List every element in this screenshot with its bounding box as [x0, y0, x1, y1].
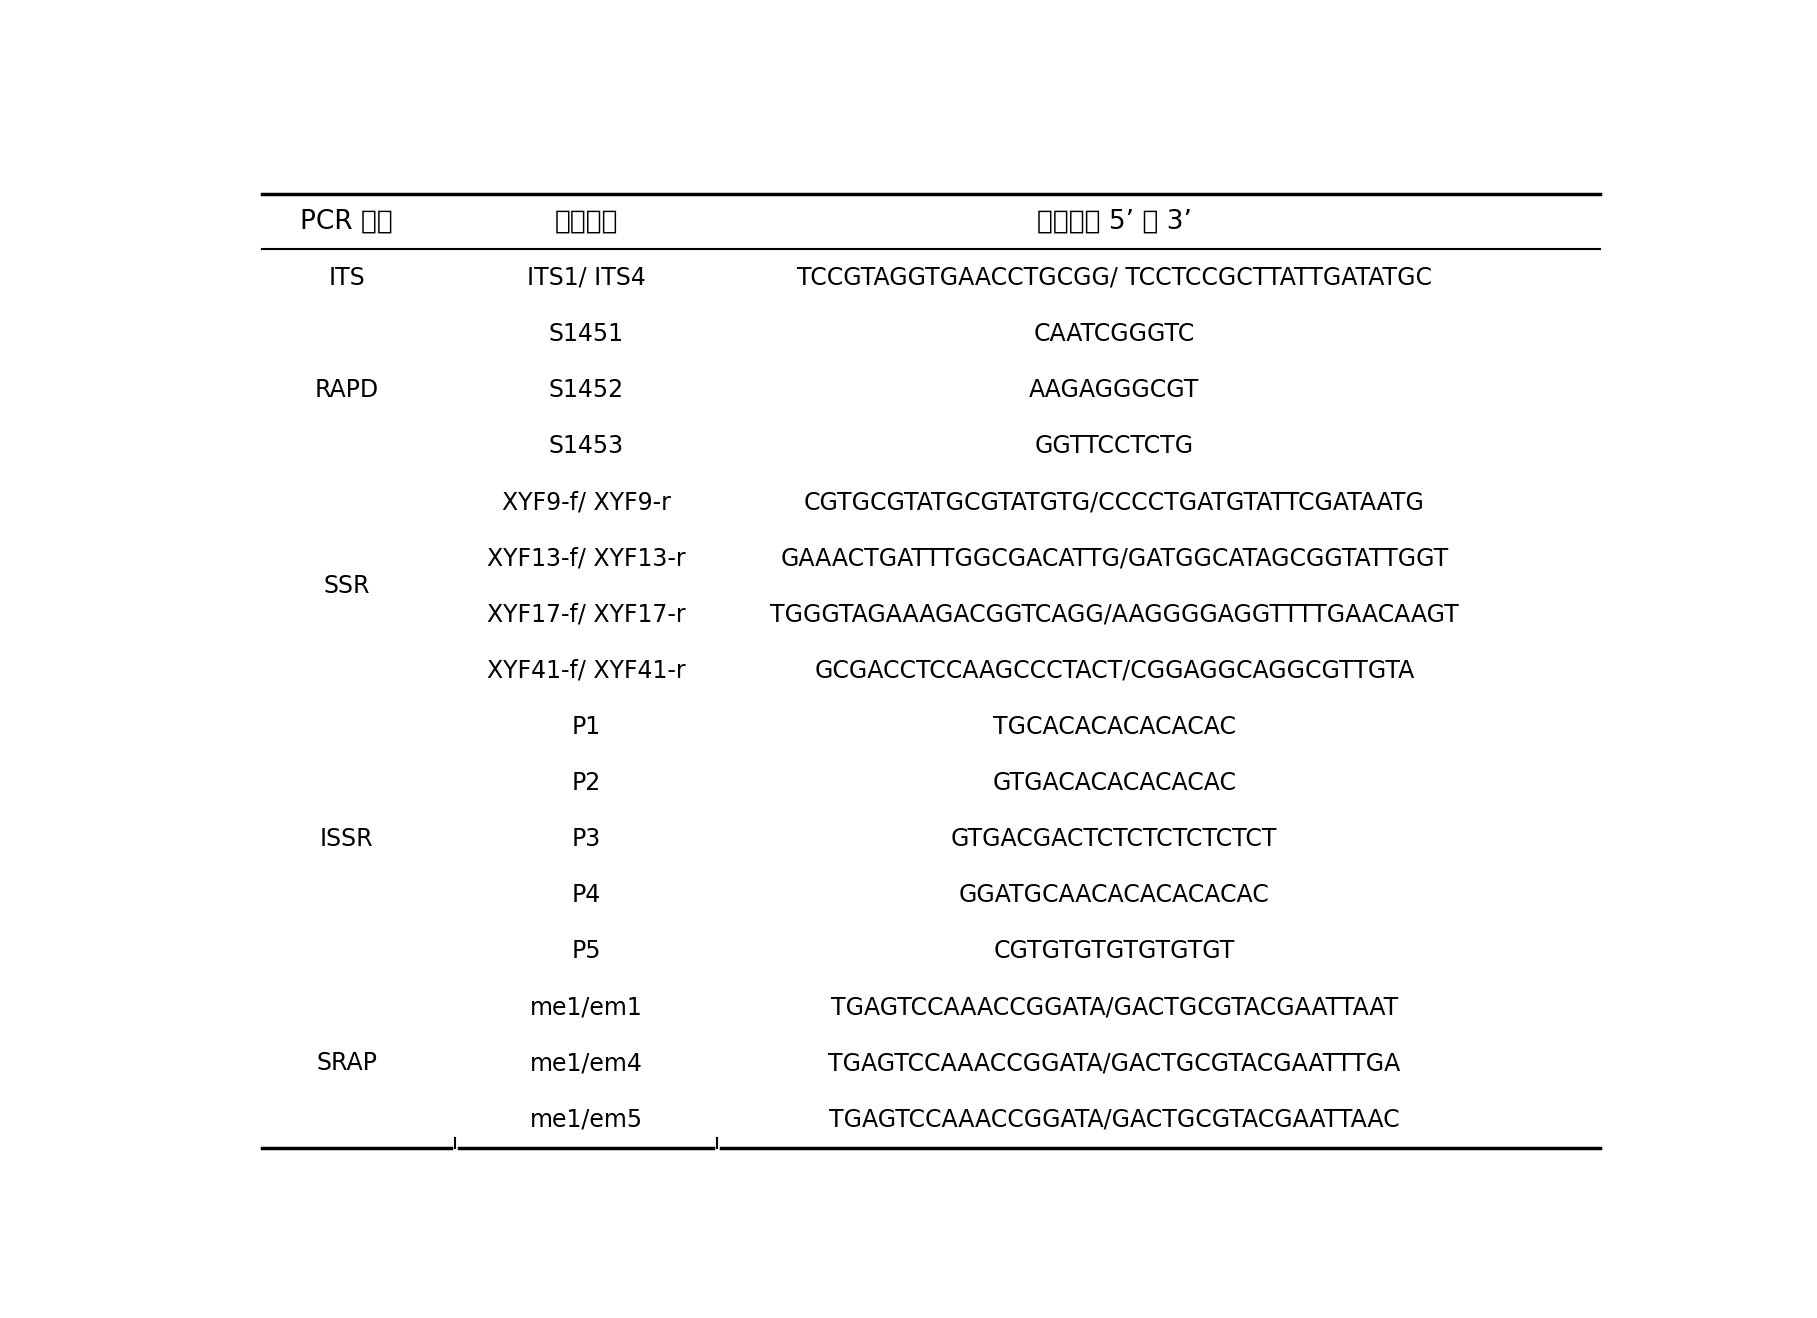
Text: S1451: S1451	[549, 322, 623, 345]
Text: PCR 类型: PCR 类型	[300, 208, 392, 235]
Text: SRAP: SRAP	[316, 1052, 378, 1075]
Text: XYF9-f/ XYF9-r: XYF9-f/ XYF9-r	[501, 490, 670, 514]
Text: TGAGTCCAAACCGGATA/GACTGCGTACGAATTTGA: TGAGTCCAAACCGGATA/GACTGCGTACGAATTTGA	[829, 1052, 1401, 1075]
Text: SSR: SSR	[323, 575, 371, 598]
Text: XYF13-f/ XYF13-r: XYF13-f/ XYF13-r	[487, 546, 685, 571]
Text: P2: P2	[572, 771, 601, 795]
Text: RAPD: RAPD	[314, 378, 380, 402]
Text: 引物序列 5’ ～ 3’: 引物序列 5’ ～ 3’	[1038, 208, 1192, 235]
Text: P4: P4	[572, 883, 601, 907]
Text: S1453: S1453	[549, 434, 623, 457]
Text: GAAACTGATTTGGCGACATTG/GATGGCATAGCGGTATTGGT: GAAACTGATTTGGCGACATTG/GATGGCATAGCGGTATTG…	[779, 546, 1448, 571]
Text: TGAGTCCAAACCGGATA/GACTGCGTACGAATTAAC: TGAGTCCAAACCGGATA/GACTGCGTACGAATTAAC	[829, 1107, 1399, 1132]
Text: GGATGCAACACACACACAC: GGATGCAACACACACACAC	[959, 883, 1270, 907]
Text: TGAGTCCAAACCGGATA/GACTGCGTACGAATTAAT: TGAGTCCAAACCGGATA/GACTGCGTACGAATTAAT	[830, 995, 1397, 1019]
Text: XYF41-f/ XYF41-r: XYF41-f/ XYF41-r	[487, 659, 685, 683]
Text: P5: P5	[572, 940, 601, 963]
Text: GTGACGACTCTCTCTCTCTCT: GTGACGACTCTCTCTCTCTCT	[950, 826, 1277, 851]
Text: P1: P1	[572, 714, 601, 738]
Text: S1452: S1452	[549, 378, 623, 402]
Text: me1/em5: me1/em5	[529, 1107, 643, 1132]
Text: XYF17-f/ XYF17-r: XYF17-f/ XYF17-r	[487, 602, 685, 626]
Text: TGCACACACACACAC: TGCACACACACACAC	[992, 714, 1236, 738]
Text: CAATCGGGTC: CAATCGGGTC	[1034, 322, 1196, 345]
Text: CGTGCGTATGCGTATGTG/CCCCTGATGTATTCGATAATG: CGTGCGTATGCGTATGTG/CCCCTGATGTATTCGATAATG	[803, 490, 1425, 514]
Text: TGGGTAGAAAGACGGTCAGG/AAGGGGAGGTTTTGAACAAGT: TGGGTAGAAAGACGGTCAGG/AAGGGGAGGTTTTGAACAA…	[770, 602, 1459, 626]
Text: GTGACACACACACAC: GTGACACACACACAC	[992, 771, 1236, 795]
Text: ITS: ITS	[329, 265, 365, 290]
Text: CGTGTGTGTGTGTGT: CGTGTGTGTGTGTGT	[994, 940, 1236, 963]
Text: me1/em4: me1/em4	[531, 1052, 643, 1075]
Text: GGTTCCTCTG: GGTTCCTCTG	[1034, 434, 1194, 457]
Text: AAGAGGGCGT: AAGAGGGCGT	[1028, 378, 1199, 402]
Text: P3: P3	[572, 826, 601, 851]
Text: me1/em1: me1/em1	[531, 995, 643, 1019]
Text: GCGACCTCCAAGCCCTACT/CGGAGGCAGGCGTTGTA: GCGACCTCCAAGCCCTACT/CGGAGGCAGGCGTTGTA	[814, 659, 1414, 683]
Text: TCCGTAGGTGAACCTGCGG/ TCCTCCGCTTATTGATATGC: TCCGTAGGTGAACCTGCGG/ TCCTCCGCTTATTGATATG…	[798, 265, 1432, 290]
Text: 引物名称: 引物名称	[554, 208, 618, 235]
Text: ISSR: ISSR	[320, 826, 374, 851]
Text: ITS1/ ITS4: ITS1/ ITS4	[527, 265, 645, 290]
